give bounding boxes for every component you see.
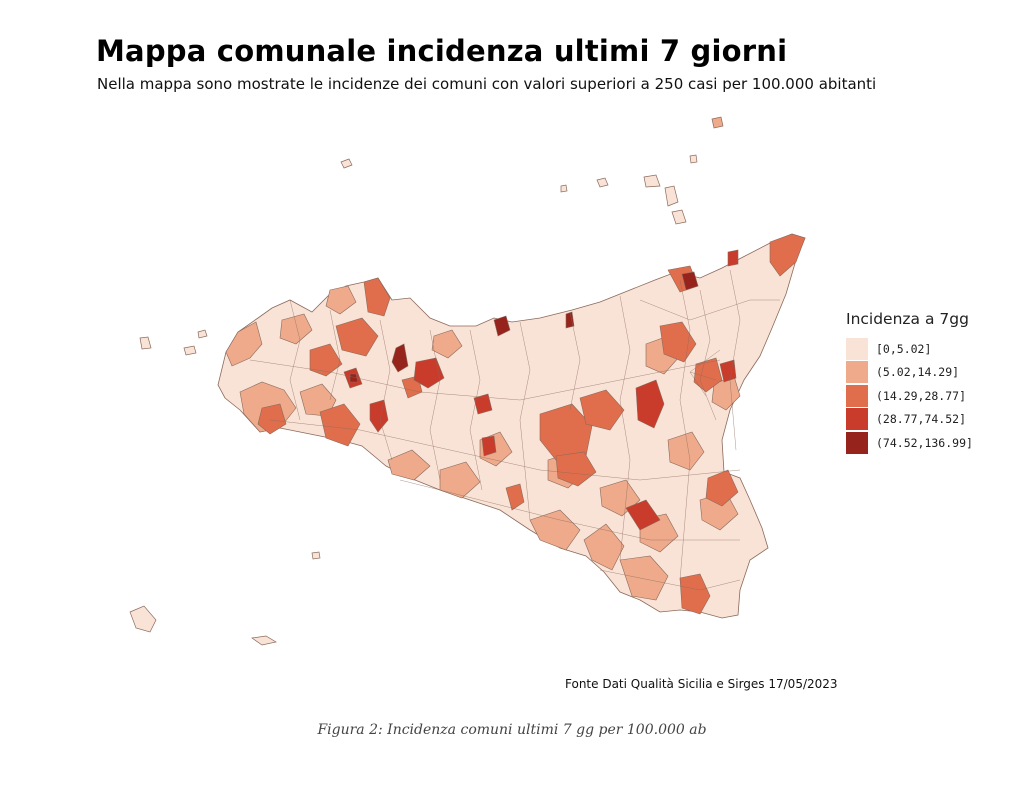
map-subtitle: Nella mappa sono mostrate le incidenze d… (97, 75, 877, 93)
legend-label: (5.02,14.29] (876, 365, 960, 380)
island-salina (643, 174, 661, 188)
island-marettimo (139, 336, 152, 350)
sicily-main-island (217, 233, 806, 619)
map-title: Mappa comunale incidenza ultimi 7 giorni (96, 34, 788, 68)
legend-item: (74.52,136.99] (846, 431, 973, 455)
data-source: Fonte Dati Qualità Sicilia e Sirges 17/0… (565, 677, 838, 691)
legend-item: [0,5.02] (846, 337, 973, 361)
legend-swatch (846, 384, 868, 407)
figure-caption: Figura 2: Incidenza comuni ultimi 7 gg p… (317, 722, 707, 738)
island-ustica (340, 158, 353, 169)
legend-title: Incidenza a 7gg (846, 310, 969, 328)
legend-swatch (846, 431, 868, 454)
island-panarea (689, 154, 698, 164)
island-favignana (183, 345, 197, 356)
legend-item: (5.02,14.29] (846, 361, 973, 385)
legend-swatch (846, 337, 868, 360)
island-alicudi (560, 184, 568, 193)
legend-label: (28.77,74.52] (876, 412, 967, 427)
island-pantelleria (129, 605, 157, 633)
map-legend: Incidenza a 7gg [0,5.02] (5.02,14.29] (1… (846, 310, 973, 455)
island-vulcano (671, 209, 687, 225)
legend-label: (14.29,28.77] (876, 388, 967, 403)
island-levanzo (197, 329, 208, 339)
legend-label: [0,5.02] (876, 341, 932, 356)
island-stromboli (711, 116, 724, 129)
municipality-boundaries (249, 269, 780, 591)
island-lipari (664, 185, 679, 207)
island-linosa (311, 551, 321, 560)
legend-swatch (846, 408, 868, 431)
minor-islands (129, 116, 724, 646)
municipality-polygons (225, 233, 806, 615)
legend-swatch (846, 361, 868, 384)
legend-label: (74.52,136.99] (876, 435, 973, 450)
legend-item: (14.29,28.77] (846, 384, 973, 408)
island-lampedusa (251, 635, 277, 646)
legend-item: (28.77,74.52] (846, 408, 973, 432)
island-filicudi (596, 177, 609, 188)
